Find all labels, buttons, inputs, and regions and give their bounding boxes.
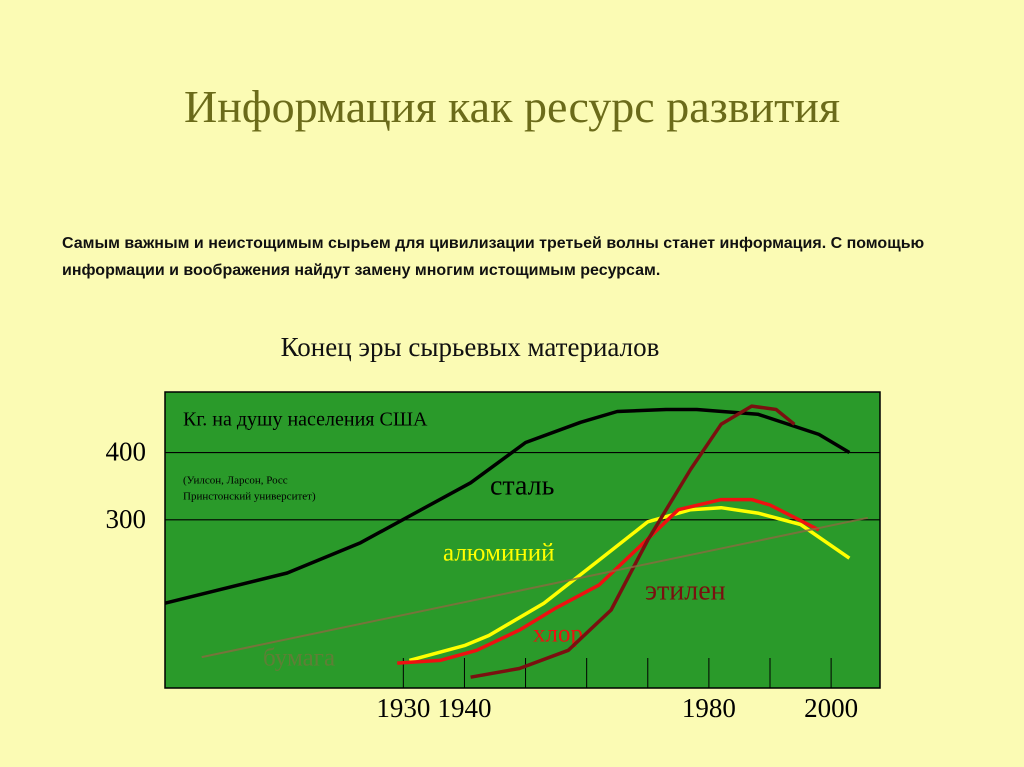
x-tick-label: 1980 (682, 693, 736, 723)
intro-text: Самым важным и неистощимым сырьем для ци… (62, 235, 925, 279)
chart-title: Конец эры сырьевых материалов (281, 332, 660, 362)
series-line (201, 516, 869, 659)
y-tick-label: 300 (106, 504, 147, 534)
x-tick-label: 2000 (804, 693, 858, 723)
series-line (397, 497, 820, 665)
series-line (164, 407, 851, 605)
series-label: этилен (645, 575, 726, 606)
source-note: Принстонский университет) (183, 491, 316, 503)
y-tick-label: 400 (106, 437, 147, 467)
x-tick-label: 1940 (437, 693, 491, 723)
series-label: бумага (263, 645, 335, 672)
series-label: сталь (490, 470, 554, 501)
x-tick-label: 1930 (376, 693, 430, 723)
source-note: (Уилсон, Ларсон, Росс (183, 475, 288, 487)
y-axis-label: Кг. на душу населения США (183, 409, 428, 431)
series-label: алюминий (443, 540, 554, 567)
slide-title: Информация как ресурс развития (183, 81, 841, 132)
series-line (470, 404, 796, 679)
series-line (408, 505, 851, 663)
